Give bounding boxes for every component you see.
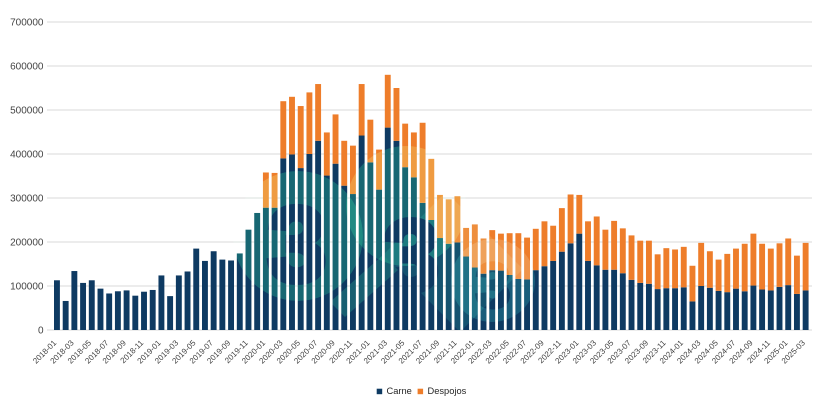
svg-text:300000: 300000 [10, 193, 44, 204]
svg-text:Despojos: Despojos [428, 386, 467, 396]
svg-text:700000: 700000 [10, 17, 44, 28]
svg-text:600000: 600000 [10, 61, 44, 72]
svg-text:Carne: Carne [387, 386, 412, 396]
svg-text:500000: 500000 [10, 105, 44, 116]
svg-text:400000: 400000 [10, 149, 44, 160]
svg-text:100000: 100000 [10, 281, 44, 292]
svg-text:200000: 200000 [10, 237, 44, 248]
svg-text:0: 0 [38, 325, 44, 336]
